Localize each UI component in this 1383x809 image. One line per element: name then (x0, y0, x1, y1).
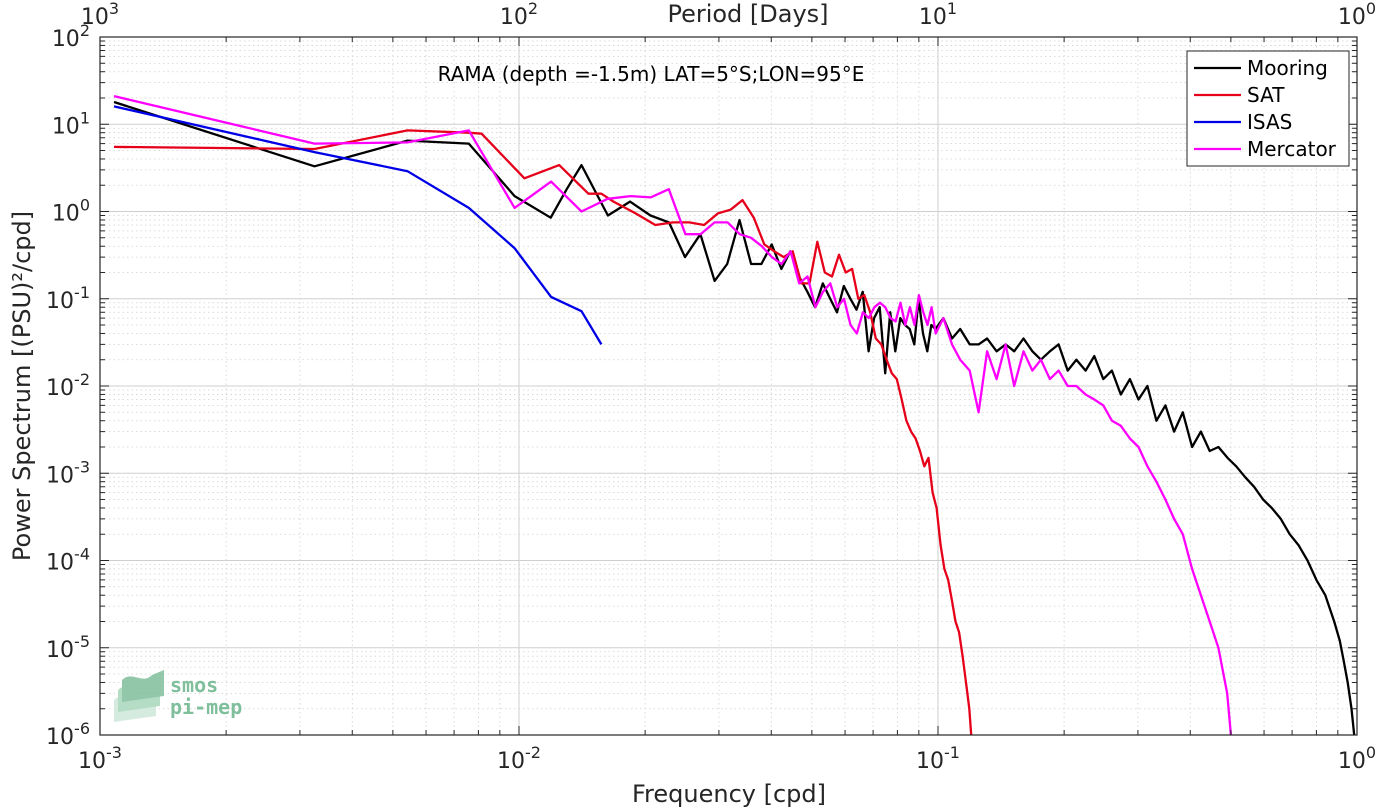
y-tick-label: 101 (52, 108, 90, 139)
series-line-isas (113, 105, 603, 345)
tick-exponent: 1 (80, 108, 90, 127)
logo-text-smos: smos (170, 673, 218, 697)
x-axis-title: Frequency [cpd] (632, 780, 826, 808)
x-tick-labels: 10-3 10-2 10-1 100 (78, 743, 1376, 774)
series-line-sat (113, 129, 973, 735)
y-tick-label: 10-3 (46, 457, 90, 488)
series-line-mooring (113, 100, 1356, 735)
x-tick-label: 100 (1338, 743, 1376, 774)
y-tick-label: 10-4 (46, 545, 90, 576)
tick-exponent: 1 (947, 0, 957, 18)
tick-exponent: -5 (74, 632, 90, 651)
tick-exponent: -3 (106, 743, 122, 762)
tick-base: 10 (919, 5, 947, 30)
tick-base: 10 (916, 749, 944, 774)
y-tick-label: 10-1 (46, 283, 90, 314)
legend-label-sat: SAT (1247, 83, 1285, 107)
tick-base: 10 (1338, 5, 1366, 30)
tick-base: 10 (46, 638, 74, 663)
tick-exponent: 0 (1366, 0, 1376, 18)
tick-base: 10 (500, 5, 528, 30)
tick-base: 10 (78, 749, 106, 774)
tick-exponent: -2 (525, 743, 541, 762)
top-axis-title: Period [Days] (667, 0, 828, 28)
y-axis-title: Power Spectrum [(PSU)²/cpd] (8, 211, 36, 561)
tick-base: 10 (52, 114, 80, 139)
top-tick-label: 101 (919, 0, 957, 30)
legend: Mooring SAT ISAS Mercator (1186, 50, 1350, 167)
tick-exponent: -2 (74, 370, 90, 389)
tick-exponent: 0 (80, 196, 90, 215)
tick-base: 10 (81, 5, 109, 30)
logo-text-pi-mep: pi-mep (170, 695, 242, 719)
top-tick-label: 103 (81, 0, 119, 30)
y-tick-label: 10-6 (46, 719, 90, 750)
y-tick-label: 102 (52, 21, 90, 52)
tick-base: 10 (52, 27, 80, 52)
top-tick-label: 102 (500, 0, 538, 30)
tick-exponent: 2 (80, 21, 90, 40)
tick-base: 10 (46, 289, 74, 314)
x-tick-label: 10-3 (78, 743, 122, 774)
tick-marks (99, 36, 1358, 736)
tick-exponent: -6 (74, 719, 90, 738)
x-tick-label: 10-2 (497, 743, 541, 774)
tick-exponent: 3 (109, 0, 119, 18)
series-line-mercator (113, 94, 1233, 735)
legend-box (1186, 50, 1350, 167)
series-layer (113, 94, 1356, 735)
tick-base: 10 (46, 551, 74, 576)
smos-pi-mep-logo: smos pi-mep (114, 670, 242, 722)
tick-exponent: -1 (74, 283, 90, 302)
legend-label-mooring: Mooring (1247, 56, 1328, 80)
tick-base: 10 (1338, 749, 1366, 774)
tick-base: 10 (52, 202, 80, 227)
tick-exponent: 0 (1366, 743, 1376, 762)
y-tick-label: 10-2 (46, 370, 90, 401)
minor-grid (100, 37, 1357, 735)
top-tick-labels: 103 102 101 100 (81, 0, 1376, 30)
tick-base: 10 (46, 463, 74, 488)
tick-base: 10 (46, 376, 74, 401)
tick-exponent: -1 (944, 743, 960, 762)
top-tick-label: 100 (1338, 0, 1376, 30)
tick-exponent: -4 (74, 545, 90, 564)
chart-annotation: RAMA (depth =-1.5m) LAT=5°S;LON=95°E (438, 62, 865, 86)
tick-exponent: 2 (528, 0, 538, 18)
tick-base: 10 (46, 725, 74, 750)
x-tick-label: 10-1 (916, 743, 960, 774)
tick-exponent: -3 (74, 457, 90, 476)
tick-base: 10 (497, 749, 525, 774)
y-tick-label: 100 (52, 196, 90, 227)
legend-label-isas: ISAS (1247, 110, 1292, 134)
y-tick-label: 10-5 (46, 632, 90, 663)
legend-label-mercator: Mercator (1247, 137, 1337, 161)
logo-wave-icon (114, 670, 164, 722)
